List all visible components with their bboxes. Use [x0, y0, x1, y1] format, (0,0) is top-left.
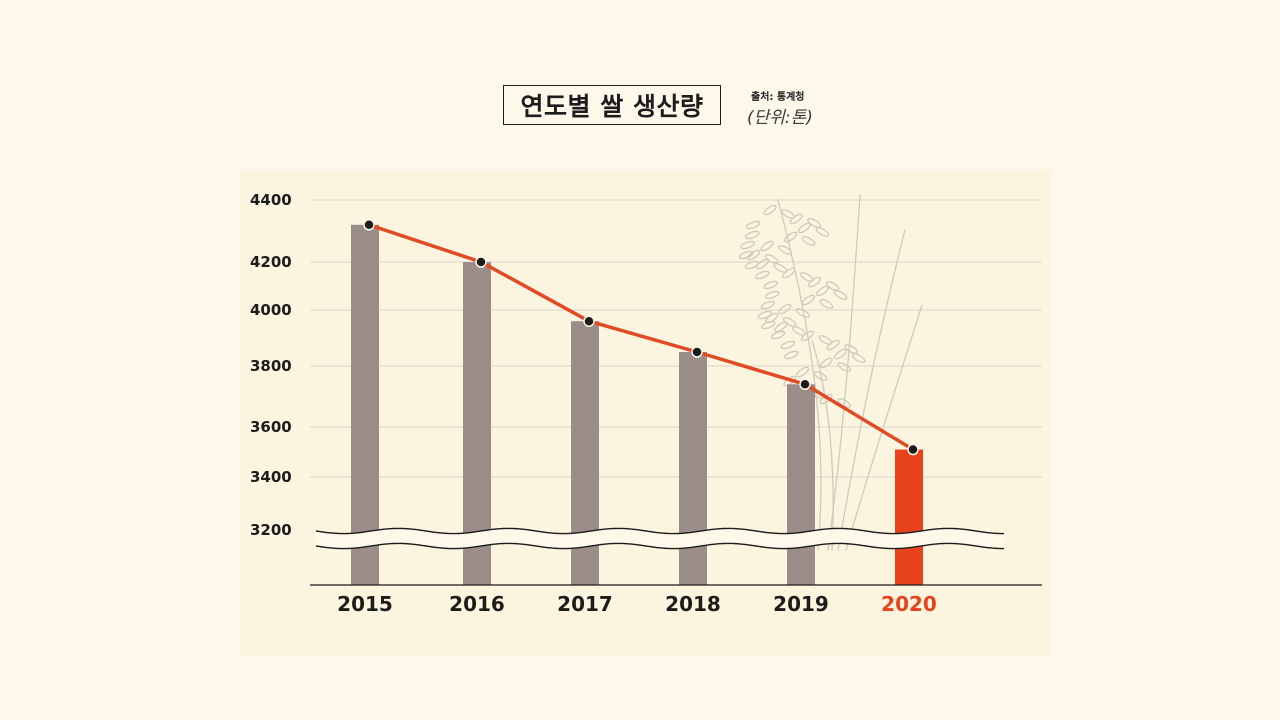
- x-tick-2016: 2016: [449, 592, 505, 616]
- rice-grain: [833, 290, 848, 300]
- rice-grain: [760, 240, 774, 252]
- rice-stem: [837, 229, 906, 551]
- trend-line-path: [368, 223, 914, 451]
- grid-lines: [310, 199, 1042, 478]
- rice-grain: [738, 250, 754, 260]
- rice-grain: [744, 260, 760, 270]
- rice-grain: [740, 240, 755, 250]
- rice-grain: [774, 321, 788, 333]
- rice-grain: [763, 204, 777, 216]
- rice-grain: [745, 220, 761, 230]
- rice-grain: [764, 290, 780, 300]
- rice-grain: [754, 270, 770, 280]
- y-tick-3800: 3800: [250, 357, 292, 375]
- rice-grain: [808, 276, 822, 288]
- rice-grain: [784, 231, 798, 243]
- rice-grain: [760, 320, 776, 330]
- x-tick-labels: 2015 2016 2017 2018 2019 2020: [337, 592, 937, 616]
- axis-break: [315, 527, 1005, 550]
- x-tick-2020: 2020: [881, 592, 937, 616]
- rice-grain: [763, 280, 778, 290]
- rice-grain: [837, 362, 851, 372]
- rice-stem: [777, 199, 822, 551]
- bar-2020: [895, 449, 923, 585]
- rice-stem: [845, 304, 923, 551]
- axis-break-line: [315, 527, 1005, 535]
- x-tick-2019: 2019: [773, 592, 829, 616]
- y-tick-3600: 3600: [250, 418, 292, 436]
- y-tick-3400: 3400: [250, 468, 292, 486]
- rice-grain: [783, 350, 799, 360]
- rice-grain: [757, 310, 773, 320]
- x-tick-2018: 2018: [665, 592, 721, 616]
- rice-grain: [797, 222, 812, 234]
- source-label: 출처: 통계청: [751, 92, 805, 103]
- rice-grain: [801, 236, 816, 246]
- rice-grain: [813, 371, 828, 381]
- rice-grain: [796, 366, 810, 378]
- rice-grain: [780, 340, 796, 350]
- point-2016: [475, 256, 487, 268]
- rice-grain: [833, 348, 848, 360]
- chart-title: 연도별 쌀 생산량: [503, 85, 721, 125]
- rice-grain: [825, 281, 840, 291]
- rice-grain: [851, 353, 866, 363]
- rice-grain: [807, 218, 821, 228]
- axis-break-line: [315, 542, 1005, 550]
- x-tick-2017: 2017: [557, 592, 613, 616]
- rice-grain: [764, 254, 779, 264]
- y-tick-4400: 4400: [250, 191, 292, 209]
- rice-grain: [782, 317, 797, 327]
- y-tick-4200: 4200: [250, 253, 292, 271]
- y-tick-3200: 3200: [250, 521, 292, 539]
- rice-stem: [811, 339, 834, 551]
- rice-grain: [815, 227, 830, 237]
- rice-grain: [755, 258, 770, 270]
- point-2015: [363, 219, 375, 231]
- rice-grain: [778, 303, 792, 315]
- point-2020: [907, 443, 919, 456]
- rice-grain: [745, 230, 760, 240]
- x-tick-2015: 2015: [337, 592, 393, 616]
- bar-2019: [787, 384, 815, 585]
- rice-grain: [760, 300, 776, 310]
- bar-2015: [351, 224, 379, 586]
- bar-2018: [679, 352, 707, 585]
- rice-grain: [789, 213, 803, 225]
- y-tick-4000: 4000: [250, 301, 292, 319]
- rice-grain: [796, 308, 810, 318]
- rice-grain: [844, 344, 858, 354]
- rice-grain: [815, 285, 830, 297]
- rice-grain: [770, 330, 786, 340]
- rice-grain: [819, 299, 834, 309]
- unit-label: (단위:톤): [747, 108, 813, 128]
- point-2019: [799, 378, 811, 391]
- point-2018: [691, 346, 703, 358]
- y-tick-labels: 4400 4200 4000 3800 3600 3400 3200: [250, 191, 292, 539]
- rice-grain: [801, 294, 815, 306]
- rice-grain: [778, 245, 792, 255]
- trend-line: [363, 219, 919, 456]
- rice-grain: [800, 330, 815, 342]
- rice-grain: [826, 339, 840, 351]
- rice-grain: [819, 357, 833, 369]
- rice-grain: [782, 267, 796, 279]
- point-2017: [583, 315, 595, 327]
